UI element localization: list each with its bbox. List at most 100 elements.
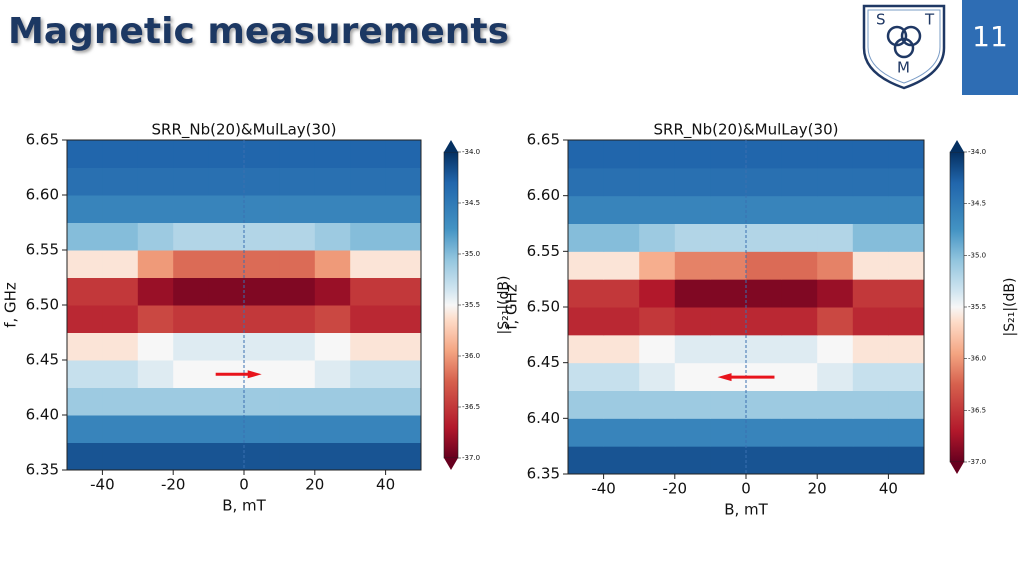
heatmap-cell bbox=[67, 442, 103, 471]
heatmap-cell bbox=[817, 167, 854, 197]
heatmap-cell bbox=[710, 279, 747, 308]
heatmap-cell bbox=[208, 222, 245, 251]
heatmap-cell bbox=[385, 250, 422, 278]
heatmap-cell bbox=[888, 140, 925, 169]
heatmap-cell bbox=[314, 387, 351, 416]
heatmap-cell bbox=[746, 251, 783, 280]
heatmap-cell bbox=[244, 387, 280, 416]
y-tick-label: 6.45 bbox=[26, 351, 59, 369]
heatmap-cell bbox=[568, 279, 605, 308]
heatmap-cell bbox=[639, 446, 676, 475]
heatmap-cell bbox=[208, 305, 245, 333]
heatmap-cell bbox=[710, 334, 747, 364]
heatmap-cell bbox=[639, 418, 676, 447]
heatmap-cell bbox=[173, 305, 210, 333]
heatmap-cell bbox=[568, 195, 605, 224]
heatmap-cell bbox=[639, 362, 676, 391]
x-tick-label: -20 bbox=[161, 476, 186, 494]
heatmap-cell bbox=[350, 167, 387, 196]
heatmap-cell bbox=[746, 195, 783, 224]
heatmap-cell bbox=[852, 251, 889, 280]
page-number: 11 bbox=[972, 20, 1008, 53]
heatmap-cell bbox=[137, 140, 174, 168]
y-tick-label: 6.65 bbox=[26, 131, 59, 149]
heatmap-cell bbox=[137, 167, 174, 196]
heatmap-cell bbox=[603, 140, 640, 169]
heatmap-cell bbox=[137, 195, 174, 223]
heatmap-cell bbox=[137, 222, 174, 251]
heatmap-cell bbox=[279, 277, 316, 306]
heatmap-cell bbox=[710, 390, 747, 419]
heatmap-cell bbox=[639, 390, 676, 419]
heatmap-cell bbox=[385, 332, 422, 361]
heatmap-cell bbox=[888, 418, 925, 447]
heatmap-cell bbox=[568, 251, 605, 280]
heatmap-cell bbox=[852, 195, 889, 224]
heatmap-cell bbox=[137, 387, 174, 416]
heatmap-cell bbox=[817, 390, 854, 419]
heatmap-cell bbox=[710, 418, 747, 447]
heatmap-cell bbox=[208, 332, 245, 361]
heatmap-cell bbox=[852, 362, 889, 391]
heatmap-cell bbox=[781, 167, 818, 197]
heatmap-cell bbox=[385, 387, 422, 416]
heatmap-cell bbox=[888, 390, 925, 419]
heatmap-cell bbox=[568, 334, 605, 364]
chart-title: SRR_Nb(20)&MulLay(30) bbox=[654, 121, 839, 140]
heatmap-cell bbox=[67, 387, 103, 416]
colorbar-tick-label: -34.5 bbox=[462, 199, 480, 207]
heatmap-cell bbox=[603, 223, 640, 252]
heatmap-cell bbox=[208, 442, 245, 471]
heatmap-cell bbox=[350, 387, 387, 416]
heatmap-cell bbox=[746, 418, 783, 447]
heatmap-cell bbox=[888, 223, 925, 252]
colorbar-tick-label: -35.0 bbox=[968, 251, 986, 259]
heatmap-cell bbox=[102, 332, 139, 361]
heatmap-cell bbox=[674, 279, 711, 308]
heatmap-cell bbox=[67, 195, 103, 223]
heatmap-cell bbox=[279, 140, 316, 168]
x-axis-label: B, mT bbox=[724, 501, 768, 519]
heatmap-cell bbox=[279, 387, 316, 416]
heatmap-cell bbox=[674, 418, 711, 447]
heatmap-cell bbox=[173, 140, 210, 168]
heatmap-cell bbox=[102, 277, 139, 306]
heatmap-cell bbox=[279, 222, 316, 251]
heatmap-cell bbox=[208, 387, 245, 416]
heatmap-cell bbox=[67, 277, 103, 306]
y-axis-label: f, GHz bbox=[2, 282, 20, 328]
heatmap-cell bbox=[603, 307, 640, 336]
heatmap-cell bbox=[208, 250, 245, 278]
colorbar-tick-label: -35.5 bbox=[968, 303, 986, 311]
heatmap-cell bbox=[639, 279, 676, 308]
logo-letter: S bbox=[876, 11, 886, 29]
heatmap-cell bbox=[852, 390, 889, 419]
heatmap-cell bbox=[314, 277, 351, 306]
y-tick-label: 6.50 bbox=[26, 296, 59, 314]
heatmap-cell bbox=[781, 195, 818, 224]
colorbar-extend bbox=[444, 458, 458, 470]
heatmap-cell bbox=[137, 442, 174, 471]
heatmap-cell bbox=[781, 390, 818, 419]
heatmap-cell bbox=[603, 390, 640, 419]
x-tick-label: 0 bbox=[239, 476, 249, 494]
arrow-head bbox=[717, 373, 732, 382]
colorbar-tick-label: -36.0 bbox=[462, 352, 480, 360]
heatmap-cell bbox=[888, 279, 925, 308]
heatmap-cell bbox=[279, 167, 316, 196]
heatmap-cell bbox=[817, 334, 854, 364]
heatmap-cell bbox=[314, 360, 351, 388]
heatmap-cell bbox=[173, 195, 210, 223]
heatmap-cell bbox=[746, 390, 783, 419]
heatmap-cell bbox=[173, 387, 210, 416]
heatmap-cell bbox=[817, 418, 854, 447]
heatmap-cell bbox=[781, 251, 818, 280]
heatmap-cell bbox=[314, 195, 351, 223]
x-axis-label: B, mT bbox=[222, 497, 266, 515]
heatmap-cell bbox=[173, 277, 210, 306]
heatmap-cell bbox=[244, 442, 280, 471]
heatmap-cell bbox=[568, 418, 605, 447]
heatmap-cell bbox=[568, 362, 605, 391]
colorbar-tick-label: -34.5 bbox=[968, 200, 986, 208]
